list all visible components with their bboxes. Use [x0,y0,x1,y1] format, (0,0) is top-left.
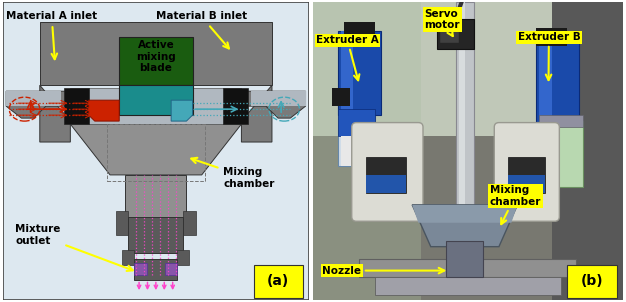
Bar [508,175,545,193]
Text: (a): (a) [267,274,289,288]
Bar [459,2,465,241]
Bar [344,22,375,40]
Polygon shape [40,22,272,85]
Bar [539,37,552,127]
Text: Servo
motor: Servo motor [424,9,460,36]
Bar [70,88,242,124]
Polygon shape [70,124,242,175]
Polygon shape [171,100,193,121]
Bar [440,28,459,43]
Polygon shape [412,205,518,223]
Text: Mixing
chamber: Mixing chamber [490,185,541,224]
Bar [446,241,483,277]
Bar [341,136,372,166]
Bar [107,124,205,181]
Bar [539,121,583,187]
Text: Active
mixing
blade: Active mixing blade [136,40,176,73]
Bar [223,88,247,124]
Bar [250,91,305,106]
Bar [338,100,375,166]
Bar [125,175,187,217]
Polygon shape [6,91,70,118]
Bar [456,2,474,241]
Bar [332,88,350,106]
Text: Nozzle: Nozzle [322,265,444,276]
Polygon shape [242,85,272,142]
Bar [183,211,195,235]
Text: Extruder B: Extruder B [518,32,580,80]
FancyBboxPatch shape [567,265,617,297]
Polygon shape [242,91,305,118]
FancyBboxPatch shape [352,123,423,221]
Bar [359,259,577,277]
Text: Extruder A: Extruder A [316,35,379,80]
Bar [122,250,135,265]
Bar [116,211,128,235]
Bar [165,263,177,275]
Bar [64,88,89,124]
Bar [366,175,406,193]
Bar [536,37,580,127]
Text: Material B inlet: Material B inlet [156,11,247,48]
Bar [135,263,146,275]
FancyBboxPatch shape [495,123,560,221]
Text: Material A inlet: Material A inlet [6,11,97,59]
Bar [6,91,61,106]
Bar [338,109,375,136]
Bar [313,136,421,300]
Polygon shape [89,100,119,121]
Bar [128,217,183,253]
Bar [119,85,193,115]
Bar [421,136,552,300]
Bar [40,22,272,85]
Bar [375,277,561,294]
Text: Mixing
chamber: Mixing chamber [192,158,274,189]
Bar [421,2,552,136]
FancyBboxPatch shape [254,265,302,297]
Bar [539,115,583,127]
Bar [536,28,567,46]
Text: (b): (b) [580,274,603,288]
Bar [313,2,431,136]
Bar [119,37,193,85]
Polygon shape [412,205,518,247]
Bar [508,157,545,193]
Bar [135,259,177,280]
Bar [338,31,381,115]
Bar [437,19,474,49]
Text: Mixture
outlet: Mixture outlet [16,224,133,271]
Bar [545,2,623,300]
Bar [341,31,353,115]
Bar [177,250,190,265]
Bar [366,157,406,193]
Polygon shape [40,85,70,142]
